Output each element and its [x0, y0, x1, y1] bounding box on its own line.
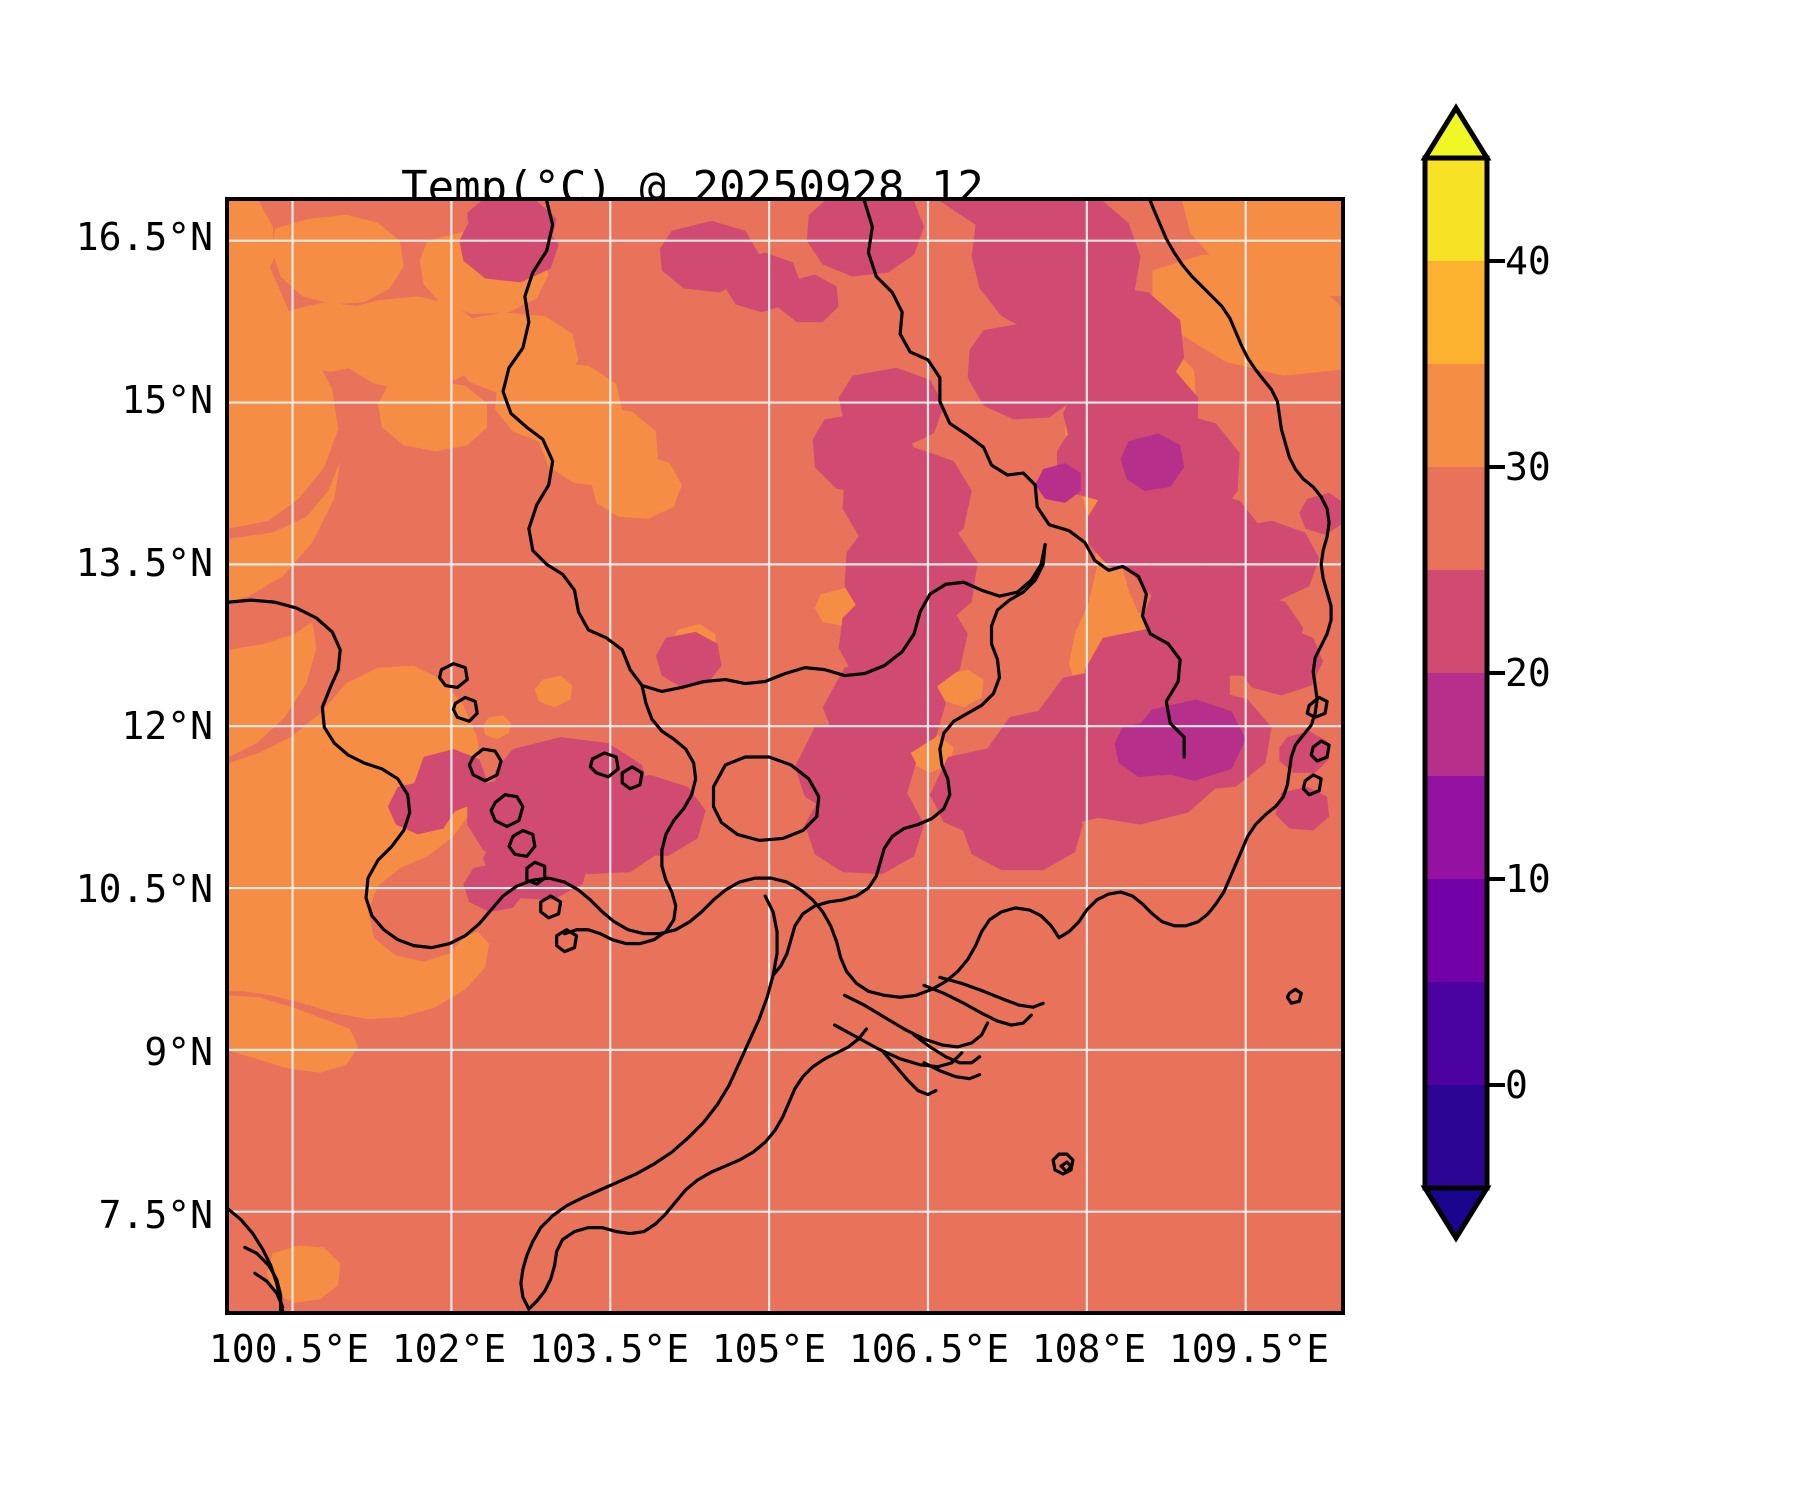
ytick-label-10-5N: 10.5°N: [75, 867, 213, 911]
colorbar-tickmark-10: [1487, 877, 1505, 881]
xtick-label-105E: 105°E: [711, 1327, 827, 1371]
colorbar-ticklabel-20: 20: [1505, 651, 1551, 695]
xtick-label-103-5E: 103.5°E: [528, 1327, 690, 1371]
ytick-label-7-5N: 7.5°N: [98, 1193, 213, 1237]
xtick-label-109-5E: 109.5°E: [1168, 1327, 1330, 1371]
ytick-label-12N: 12°N: [121, 704, 213, 748]
ytick-label-13-5N: 13.5°N: [75, 541, 213, 585]
ytick-label-9N: 9°N: [144, 1030, 213, 1074]
xtick-label-100-5E: 100.5°E: [208, 1327, 370, 1371]
xtick-label-102E: 102°E: [391, 1327, 507, 1371]
colorbar[interactable]: 40 30 20 10 0: [1425, 150, 1551, 1340]
colorbar-ticklabel-30: 30: [1505, 445, 1551, 489]
colorbar-ticklabel-0: 0: [1505, 1063, 1528, 1107]
colorbar-ticklabel-10: 10: [1505, 857, 1551, 901]
xtick-label-108E: 108°E: [1031, 1327, 1147, 1371]
colorbar-tickmark-0: [1487, 1083, 1505, 1087]
colorbar-tickmark-20: [1487, 671, 1505, 675]
xtick-label-106-5E: 106.5°E: [848, 1327, 1010, 1371]
colorbar-gradient: [1425, 150, 1487, 1340]
ytick-label-15N: 15°N: [121, 378, 213, 422]
coastline-overlay: [229, 201, 1333, 1311]
temperature-contour-field: [229, 201, 1341, 1311]
colorbar-tickmark-40: [1487, 259, 1505, 263]
colorbar-tickmark-30: [1487, 465, 1505, 469]
ytick-label-16-5N: 16.5°N: [75, 215, 213, 259]
colorbar-ticklabel-40: 40: [1505, 239, 1551, 283]
map-axes[interactable]: [225, 197, 1345, 1315]
